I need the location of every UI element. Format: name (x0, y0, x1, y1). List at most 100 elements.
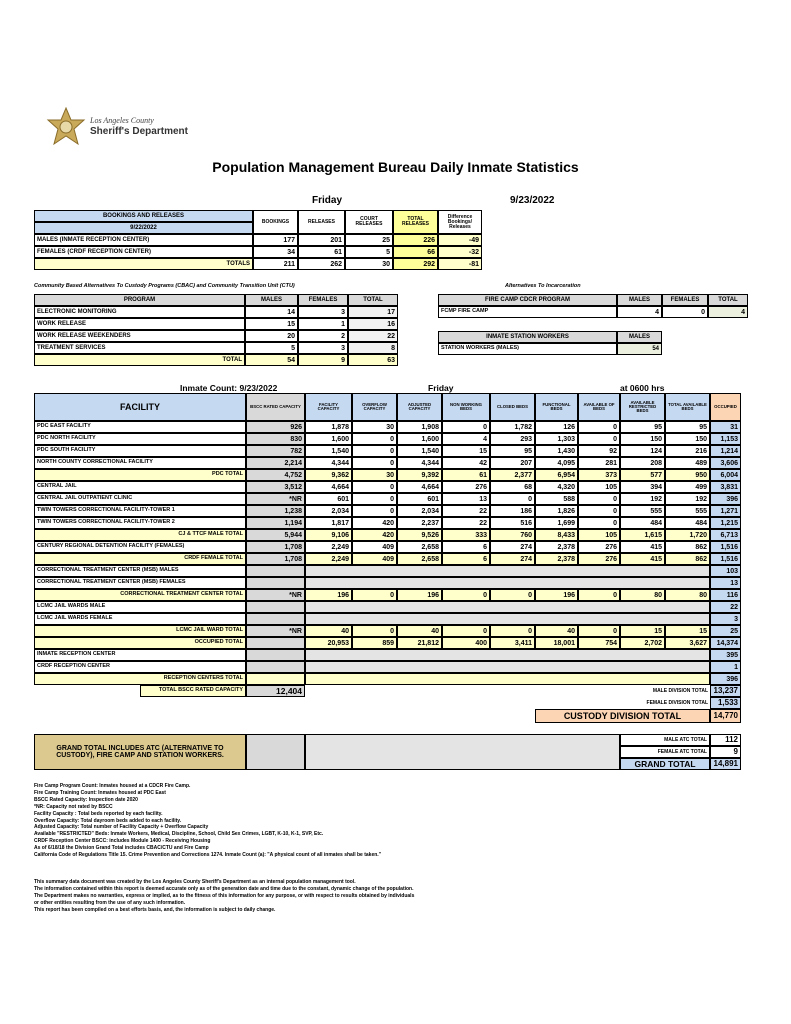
facility-subtotal-label: OCCUPIED TOTAL (34, 637, 246, 649)
agency-department: Sheriff's Department (90, 126, 188, 137)
blank-block (305, 601, 710, 613)
cbac-title: Community Based Alternatives To Custody … (34, 283, 295, 289)
disclaimer-line: The information contained within this re… (34, 886, 414, 892)
facility-name: LCMC JAIL WARDS MALE (34, 601, 246, 613)
facility-value: 30 (352, 421, 397, 433)
facility-value: 2,249 (305, 541, 352, 553)
facility-value: 0 (352, 625, 397, 637)
cbac-value: 16 (348, 318, 398, 330)
facility-value: 186 (490, 505, 535, 517)
facility-value: 2,034 (305, 505, 352, 517)
occupied-value: 1,214 (710, 445, 741, 457)
facility-name: NORTH COUNTY CORRECTIONAL FACILITY (34, 457, 246, 469)
facility-value: 0 (442, 589, 490, 601)
bookings-column-header: RELEASES (298, 210, 345, 234)
facility-value: 588 (535, 493, 578, 505)
report-title: Population Management Bureau Daily Inmat… (212, 159, 579, 175)
facility-subtotal-label: LCMC JAIL WARD TOTAL (34, 625, 246, 637)
bookings-value: 201 (298, 234, 345, 246)
facility-column-header: OVERFLOW CAPACITY (352, 393, 397, 421)
facility-name: CENTURY REGIONAL DETENTION FACILITY (FEM… (34, 541, 246, 553)
facility-value: 4,752 (246, 469, 305, 481)
cbac-value: 2 (298, 330, 348, 342)
facility-column-header: AVAILABLE RESTRICTED BEDS (620, 393, 665, 421)
facility-value: 1,708 (246, 553, 305, 565)
blank-block (305, 661, 710, 673)
facility-value: 2,377 (490, 469, 535, 481)
facility-column-header: CLOSED BEDS (490, 393, 535, 421)
facility-value: 2,702 (620, 637, 665, 649)
occupied-value: 3,831 (710, 481, 741, 493)
fire-camp-value: 4 (617, 306, 662, 318)
facility-value: *NR (246, 493, 305, 505)
facility-value: 1,303 (535, 433, 578, 445)
facility-value: 30 (352, 469, 397, 481)
fire-camp-column-header: TOTAL (708, 294, 748, 306)
bookings-date: 9/22/2022 (34, 222, 253, 234)
occupied-value: 1 (710, 661, 741, 673)
cbac-column-header: FEMALES (298, 294, 348, 306)
grand-total-value: 9 (710, 746, 741, 758)
cbac-value: 14 (245, 306, 298, 318)
facility-value: 0 (352, 505, 397, 517)
facility-value: 400 (442, 637, 490, 649)
facility-value: 0 (490, 589, 535, 601)
cbac-row-label: TOTAL (34, 354, 245, 366)
cbac-row-label: WORK RELEASE WEEKENDERS (34, 330, 245, 342)
facility-value: 516 (490, 517, 535, 529)
facility-value: 95 (665, 421, 710, 433)
bookings-value: 177 (253, 234, 298, 246)
bookings-value: 61 (298, 246, 345, 258)
alternatives-title: Alternatives To Incarceration (505, 283, 581, 289)
facility-value: 1,615 (620, 529, 665, 541)
bscc-blank (246, 577, 305, 589)
facility-value: 1,430 (535, 445, 578, 457)
facility-value: 192 (620, 493, 665, 505)
occupied-value: 31 (710, 421, 741, 433)
facility-value: 9,362 (305, 469, 352, 481)
facility-value: 15 (665, 625, 710, 637)
station-column-header: MALES (617, 331, 662, 343)
cbac-value: 15 (245, 318, 298, 330)
facility-value: 1,878 (305, 421, 352, 433)
facility-subtotal-label: CJ & TTCF MALE TOTAL (34, 529, 246, 541)
report-day: Friday (312, 195, 343, 206)
occupied-value: 25 (710, 625, 741, 637)
disclaimer-line: or other entities resulting from the use… (34, 900, 186, 906)
bookings-value: 226 (393, 234, 438, 246)
bscc-total-value: 12,404 (246, 685, 305, 697)
facility-value: 276 (578, 541, 620, 553)
facility-value: 420 (352, 517, 397, 529)
facility-value: 1,238 (246, 505, 305, 517)
fire-camp-column-header: FIRE CAMP CDCR PROGRAM (438, 294, 617, 306)
sheriff-badge (46, 106, 86, 146)
cbac-value: 9 (298, 354, 348, 366)
facility-column-header: FUNCTIONAL BEDS (535, 393, 578, 421)
cbac-value: 22 (348, 330, 398, 342)
station-value: 54 (617, 343, 662, 355)
facility-value: 126 (535, 421, 578, 433)
facility-value: 9,526 (397, 529, 442, 541)
facility-value: 4 (442, 433, 490, 445)
facility-value: 196 (305, 589, 352, 601)
facility-value: 68 (490, 481, 535, 493)
facility-value: 3,411 (490, 637, 535, 649)
facility-value: 22 (442, 517, 490, 529)
cbac-value: 20 (245, 330, 298, 342)
grand-total-bar (246, 734, 305, 770)
bookings-value: 25 (345, 234, 393, 246)
facility-value: 2,214 (246, 457, 305, 469)
fire-camp-column-header: FEMALES (662, 294, 708, 306)
note-line: BSCC Rated Capacity: Inspection date 202… (34, 796, 138, 803)
fire-camp-column-header: MALES (617, 294, 662, 306)
facility-value: 276 (578, 553, 620, 565)
facility-value: 124 (620, 445, 665, 457)
facility-value: *NR (246, 589, 305, 601)
facility-value: 5,944 (246, 529, 305, 541)
bookings-column-header: BOOKINGS (253, 210, 298, 234)
facility-value: 484 (665, 517, 710, 529)
note-line: Adjusted Capacity: Total number of Facil… (34, 824, 209, 831)
occupied-value: 396 (710, 673, 741, 685)
facility-value: 926 (246, 421, 305, 433)
